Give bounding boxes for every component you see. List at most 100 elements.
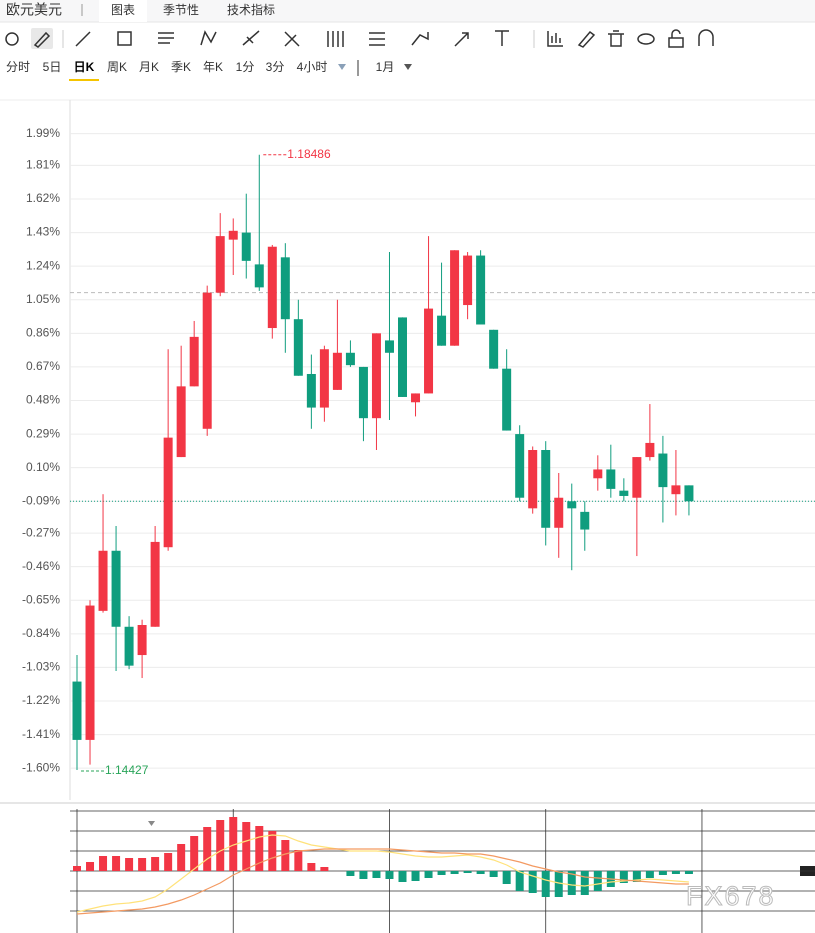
tool-icon[interactable] [577, 30, 596, 48]
period-option[interactable]: 年K [203, 60, 223, 74]
marker-arrow [148, 821, 155, 826]
tool-icon[interactable] [5, 32, 19, 46]
candle-body [567, 501, 577, 509]
macd-bar [658, 871, 667, 875]
candle-body [163, 437, 173, 548]
candle-body [124, 626, 134, 666]
watermark: FX678 [686, 881, 776, 911]
candle-body [684, 485, 694, 502]
tool-icon[interactable] [454, 32, 469, 47]
macd-bar [450, 871, 459, 874]
tool-active-bg [31, 28, 53, 49]
candle-body [280, 257, 290, 320]
y-tick-label: 0.67% [26, 359, 60, 373]
y-tick-label: -1.22% [22, 693, 60, 707]
tool-icon[interactable] [637, 33, 655, 45]
tool-icon[interactable] [608, 30, 624, 47]
tool-icon[interactable] [158, 32, 174, 44]
tab[interactable]: 技术指标 [227, 2, 275, 17]
macd-bar [424, 871, 433, 878]
candle-body [358, 366, 368, 419]
period-option[interactable]: 分时 [6, 60, 30, 74]
macd-bar [112, 856, 121, 871]
period-option[interactable]: 周K [107, 60, 127, 74]
period-option[interactable]: 3分 [266, 60, 285, 74]
tool-icon[interactable] [242, 30, 260, 46]
candle-body [411, 393, 421, 403]
candle-body [658, 453, 668, 488]
tool-icon[interactable] [698, 29, 714, 46]
candle-body [150, 541, 160, 627]
macd-bar [619, 871, 628, 883]
macd-bar [437, 871, 446, 875]
candle-body [502, 368, 512, 431]
candle-body [632, 457, 642, 498]
tool-icon[interactable] [411, 32, 429, 46]
y-tick-label: -0.46% [22, 559, 60, 573]
candle-body [111, 550, 121, 627]
macd-bar [593, 871, 602, 891]
y-tick-label: -0.84% [22, 626, 60, 640]
candle-body [267, 246, 277, 329]
macd-bar [476, 871, 485, 874]
period-option[interactable]: 1分 [236, 60, 255, 74]
tool-icon[interactable] [75, 31, 91, 47]
tool-icon[interactable] [284, 31, 300, 47]
macd-bar [99, 856, 108, 871]
candle-body [215, 236, 225, 293]
period-option[interactable]: 季K [171, 60, 191, 74]
tool-icon[interactable] [668, 37, 684, 48]
macd-bar [372, 871, 381, 878]
tab[interactable]: 季节性 [163, 3, 199, 17]
tab[interactable]: 图表 [111, 3, 135, 17]
tool-icon[interactable] [369, 32, 385, 46]
candle-body [580, 511, 590, 530]
macd-bar [541, 871, 550, 897]
range-select[interactable]: 1月 [376, 60, 395, 74]
period-option[interactable]: 5日 [43, 60, 62, 74]
candle-body [593, 469, 603, 479]
y-tick-label: -1.03% [22, 660, 60, 674]
macd-bar [528, 871, 537, 893]
candle-body [254, 264, 264, 288]
dropdown-arrow[interactable] [338, 64, 346, 70]
macd-bar [684, 871, 693, 874]
tool-icon[interactable] [547, 31, 563, 47]
tool-icon[interactable] [671, 29, 681, 38]
period-option[interactable]: 4小时 [297, 60, 328, 74]
candle-body [619, 490, 629, 496]
tab-active-bg [99, 0, 147, 22]
macd-bar [294, 850, 303, 871]
macd-bar [489, 871, 498, 877]
tool-icon[interactable] [33, 31, 51, 48]
candle-body [541, 450, 551, 528]
tool-icon[interactable] [117, 31, 132, 46]
y-tick-label: -1.41% [22, 727, 60, 741]
candle-body [345, 352, 355, 366]
candle-body [137, 625, 147, 656]
y-tick-label: 0.86% [26, 326, 60, 340]
macd-bar [554, 871, 563, 897]
macd-bar [203, 827, 212, 871]
macd-bar [164, 853, 173, 871]
macd-bar [502, 871, 511, 884]
symbol-title: 欧元美元 [6, 2, 62, 18]
macd-bar [125, 858, 134, 871]
candle-body [332, 352, 342, 390]
candle-body [241, 232, 251, 261]
macd-bar [281, 840, 290, 871]
tool-icon[interactable] [327, 31, 344, 47]
period-option[interactable]: 月K [139, 60, 159, 74]
candle-body [606, 469, 616, 489]
y-tick-label: 0.48% [26, 393, 60, 407]
macd-bar [229, 817, 238, 871]
dropdown-arrow[interactable] [404, 64, 412, 70]
candle-body [384, 340, 394, 353]
candle-body [476, 255, 486, 325]
tool-icon[interactable] [200, 30, 217, 46]
candle-body [228, 230, 238, 240]
tool-icon[interactable] [495, 30, 509, 46]
period-option[interactable]: 日K [74, 60, 95, 74]
